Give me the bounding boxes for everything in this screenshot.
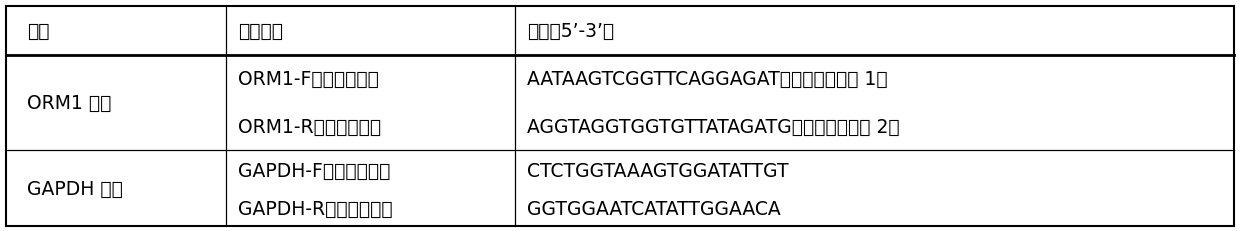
Text: GAPDH-F（正向引物）: GAPDH-F（正向引物） bbox=[238, 161, 391, 180]
Text: ORM1 基因: ORM1 基因 bbox=[27, 93, 112, 112]
Text: ORM1-R（反向引物）: ORM1-R（反向引物） bbox=[238, 117, 381, 136]
Text: GAPDH-R（反向引物）: GAPDH-R（反向引物） bbox=[238, 199, 393, 218]
Text: AGGTAGGTGGTGTTATAGATG（序列表中序列 2）: AGGTAGGTGGTGTTATAGATG（序列表中序列 2） bbox=[527, 117, 900, 136]
Text: 基因: 基因 bbox=[27, 22, 50, 41]
Text: GAPDH 基因: GAPDH 基因 bbox=[27, 179, 123, 198]
Text: AATAAGTCGGTTCAGGAGAT（序列表中序列 1）: AATAAGTCGGTTCAGGAGAT（序列表中序列 1） bbox=[527, 70, 888, 88]
Text: CTCTGGTAAAGTGGATATTGT: CTCTGGTAAAGTGGATATTGT bbox=[527, 161, 789, 180]
Text: 序列（5’-3’）: 序列（5’-3’） bbox=[527, 22, 614, 41]
Text: GGTGGAATCATATTGGAACA: GGTGGAATCATATTGGAACA bbox=[527, 199, 781, 218]
Text: 引物名称: 引物名称 bbox=[238, 22, 283, 41]
Text: ORM1-F（正向引物）: ORM1-F（正向引物） bbox=[238, 70, 379, 88]
